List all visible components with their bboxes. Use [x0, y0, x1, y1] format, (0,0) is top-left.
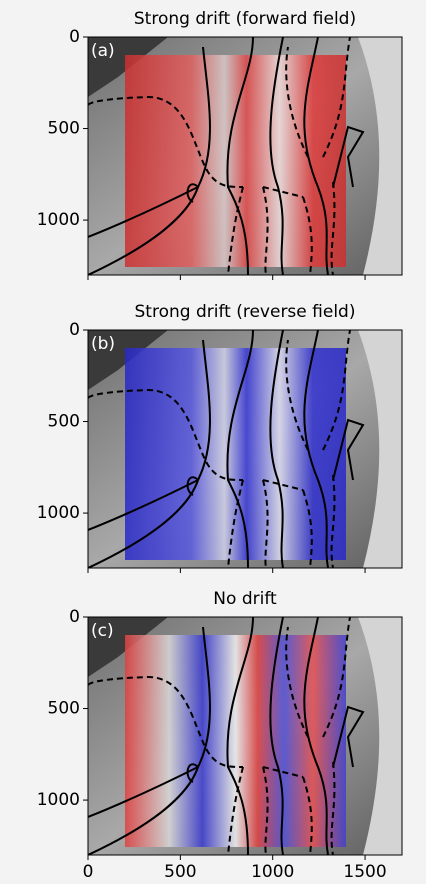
y-tick-label: 1000	[37, 503, 80, 523]
y-tick-label: 0	[69, 27, 80, 47]
chart-title: No drift	[213, 589, 277, 609]
figure: Strong drift (forward field) (a) 0 500 1000 S…	[0, 0, 426, 884]
x-tick-label: 1500	[343, 862, 386, 882]
chart-title: Strong drift (forward field)	[134, 9, 356, 29]
panel	[88, 37, 402, 275]
x-tick-label: 0	[83, 862, 94, 882]
image-area	[88, 37, 402, 275]
y-tick-label: 500	[48, 412, 80, 432]
y-tick-label: 0	[69, 320, 80, 340]
x-tick-label: 1000	[251, 862, 294, 882]
y-tick-label: 500	[48, 699, 80, 719]
image-area	[88, 617, 402, 855]
body: Strong drift (forward field) (a) 0 500 1000 S…	[0, 0, 426, 884]
x-tick-label: 500	[164, 862, 196, 882]
panel-label: (c)	[91, 621, 114, 641]
panel	[88, 617, 402, 855]
panel-label: (b)	[91, 334, 115, 354]
panel	[88, 330, 402, 568]
y-tick-label: 500	[48, 119, 80, 139]
y-tick-label: 0	[69, 607, 80, 627]
chart-title: Strong drift (reverse field)	[135, 302, 356, 322]
panel-label: (a)	[91, 41, 115, 61]
page: {"chart_data": [ {"type": "heatmap", "ti…	[0, 0, 426, 884]
y-tick-label: 1000	[37, 790, 80, 810]
y-tick-label: 1000	[37, 210, 80, 230]
image-area	[88, 330, 402, 568]
